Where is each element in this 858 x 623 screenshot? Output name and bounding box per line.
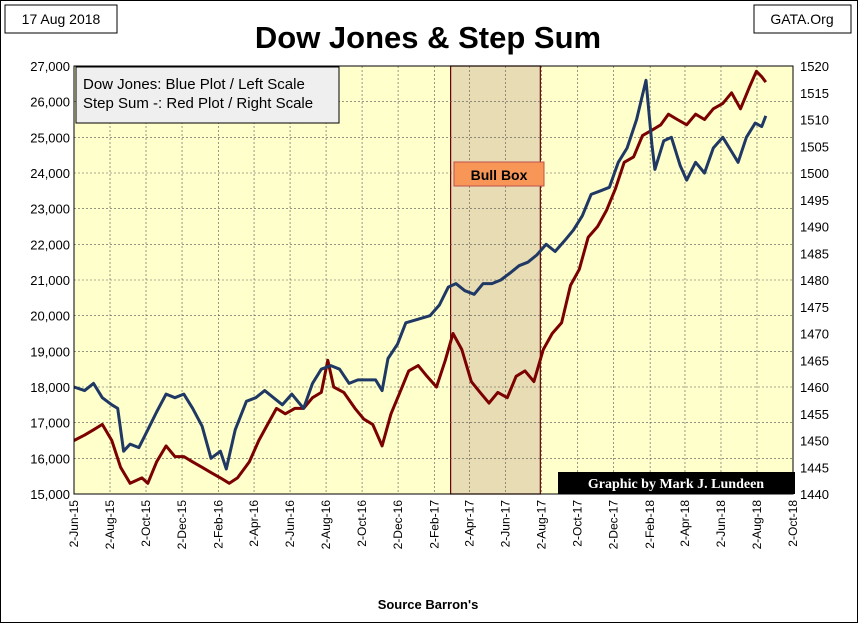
date-label: 17 Aug 2018 [22,11,101,27]
step-sum-series-line [73,69,767,485]
x-axis-ticks: 2-Jun-15 2-Aug-15 2-Oct-15 2-Dec-15 2-Feb-16… [67,500,800,550]
right-tick-label: 1450 [800,434,829,449]
right-tick-label: 1510 [800,113,829,128]
left-tick-label: 15,000 [30,487,70,502]
credit-text: Graphic by Mark J. Lundeen [588,477,764,492]
right-tick-label: 1515 [800,86,829,101]
x-tick-label: 2-Jun-17 [499,500,513,548]
x-tick-label: 2-Oct-16 [355,500,369,547]
right-tick-label: 1440 [800,487,829,502]
left-tick-label: 22,000 [30,237,70,252]
right-tick-label: 1475 [800,300,829,315]
right-tick-label: 1485 [800,246,829,261]
left-tick-label: 25,000 [30,130,70,145]
right-tick-label: 1490 [800,220,829,235]
x-tick-label: 2-Feb-17 [428,500,442,549]
right-tick-label: 1445 [800,460,829,475]
left-tick-label: 26,000 [30,95,70,110]
date-box: 17 Aug 2018 [4,4,118,34]
legend-entry-step: Step Sum -: Red Plot / Right Scale [83,95,313,112]
left-tick-label: 16,000 [30,451,70,466]
legend-entry-dow: Dow Jones: Blue Plot / Left Scale [83,76,305,93]
right-tick-label: 1505 [800,139,829,154]
x-tick-label: 2-Dec-15 [175,500,189,550]
left-tick-label: 17,000 [30,416,70,431]
right-tick-label: 1460 [800,380,829,395]
left-tick-label: 19,000 [30,344,70,359]
x-tick-label: 2-Dec-16 [391,500,405,550]
chart-title: Dow Jones & Step Sum [255,20,601,55]
source-site-label: GATA.Org [770,11,833,27]
x-tick-label: 2-Apr-18 [678,500,692,547]
x-tick-label: 2-Feb-18 [643,500,657,549]
right-tick-label: 1495 [800,193,829,208]
right-tick-label: 1520 [800,59,829,74]
bull-box-label: Bull Box [453,161,545,187]
left-tick-label: 24,000 [30,166,70,181]
left-axis-ticks: 15,000 16,000 17,000 18,000 19,000 20,000 21,0… [30,59,70,502]
left-tick-label: 20,000 [30,309,70,324]
left-tick-label: 18,000 [30,380,70,395]
right-tick-label: 1465 [800,353,829,368]
plot-area [74,66,793,494]
x-tick-label: 2-Aug-18 [750,500,764,550]
right-tick-label: 1480 [800,273,829,288]
left-tick-label: 21,000 [30,273,70,288]
x-tick-label: 2-Dec-17 [607,500,621,550]
x-tick-label: 2-Oct-17 [571,500,585,547]
x-tick-label: 2-Apr-16 [247,500,261,547]
dow-jones-series-line [73,78,768,471]
plot-border [73,65,794,495]
legend: Dow Jones: Blue Plot / Left Scale Step S… [75,66,340,124]
x-tick-label: 2-Oct-18 [786,500,800,547]
x-tick-label: 2-Aug-17 [535,500,549,550]
x-tick-label: 2-Jun-18 [714,500,728,548]
left-tick-label: 27,000 [30,59,70,74]
credit-box: Graphic by Mark J. Lundeen [558,472,795,494]
x-tick-label: 2-Jun-16 [283,500,297,548]
x-tick-label: 2-Oct-15 [139,500,153,547]
bull-box-text: Bull Box [471,167,528,183]
x-tick-label: 2-Feb-16 [212,500,226,549]
x-axis-label: Source Barron's [378,597,479,612]
gridlines [73,65,794,495]
right-tick-label: 1500 [800,166,829,181]
right-tick-label: 1455 [800,407,829,422]
x-tick-label: 2-Aug-15 [103,500,117,550]
x-tick-label: 2-Apr-17 [463,500,477,547]
source-box: GATA.Org [753,4,852,34]
left-tick-label: 23,000 [30,202,70,217]
right-axis-ticks: 1440 1445 1450 1455 1460 1465 1470 1475 1480 1485… [800,59,829,502]
x-tick-label: 2-Aug-16 [319,500,333,550]
right-tick-label: 1470 [800,327,829,342]
x-tick-label: 2-Jun-15 [67,500,81,548]
